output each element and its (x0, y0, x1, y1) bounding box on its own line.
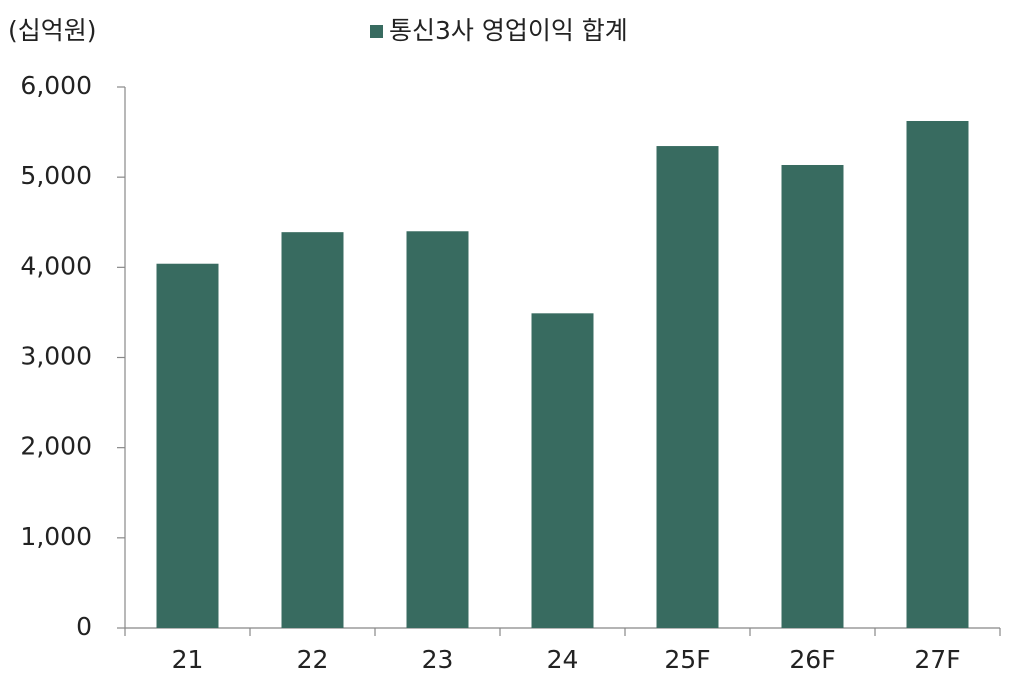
unit-label: (십억원) (8, 16, 97, 45)
x-tick-label: 26F (789, 645, 835, 674)
y-tick-label: 3,000 (20, 342, 92, 371)
x-tick-label: 22 (297, 645, 329, 674)
bar (281, 232, 344, 628)
y-tick-label: 2,000 (20, 432, 92, 461)
y-tick-label: 4,000 (20, 251, 92, 280)
bar (531, 313, 594, 628)
bar (781, 164, 844, 628)
bar (406, 231, 469, 628)
legend-label: 통신3사 영업이익 합계 (389, 16, 628, 45)
bar (656, 146, 719, 628)
x-tick-label: 21 (172, 645, 204, 674)
x-tick-label: 24 (547, 645, 579, 674)
legend-swatch (370, 25, 383, 38)
x-tick-label: 27F (914, 645, 960, 674)
bar (156, 263, 219, 628)
y-tick-label: 1,000 (20, 522, 92, 551)
x-tick-label: 25F (664, 645, 710, 674)
y-tick-label: 6,000 (20, 71, 92, 100)
x-tick-label: 23 (422, 645, 454, 674)
bar (906, 120, 969, 629)
y-tick-label: 5,000 (20, 161, 92, 190)
y-tick-label: 0 (76, 612, 92, 641)
